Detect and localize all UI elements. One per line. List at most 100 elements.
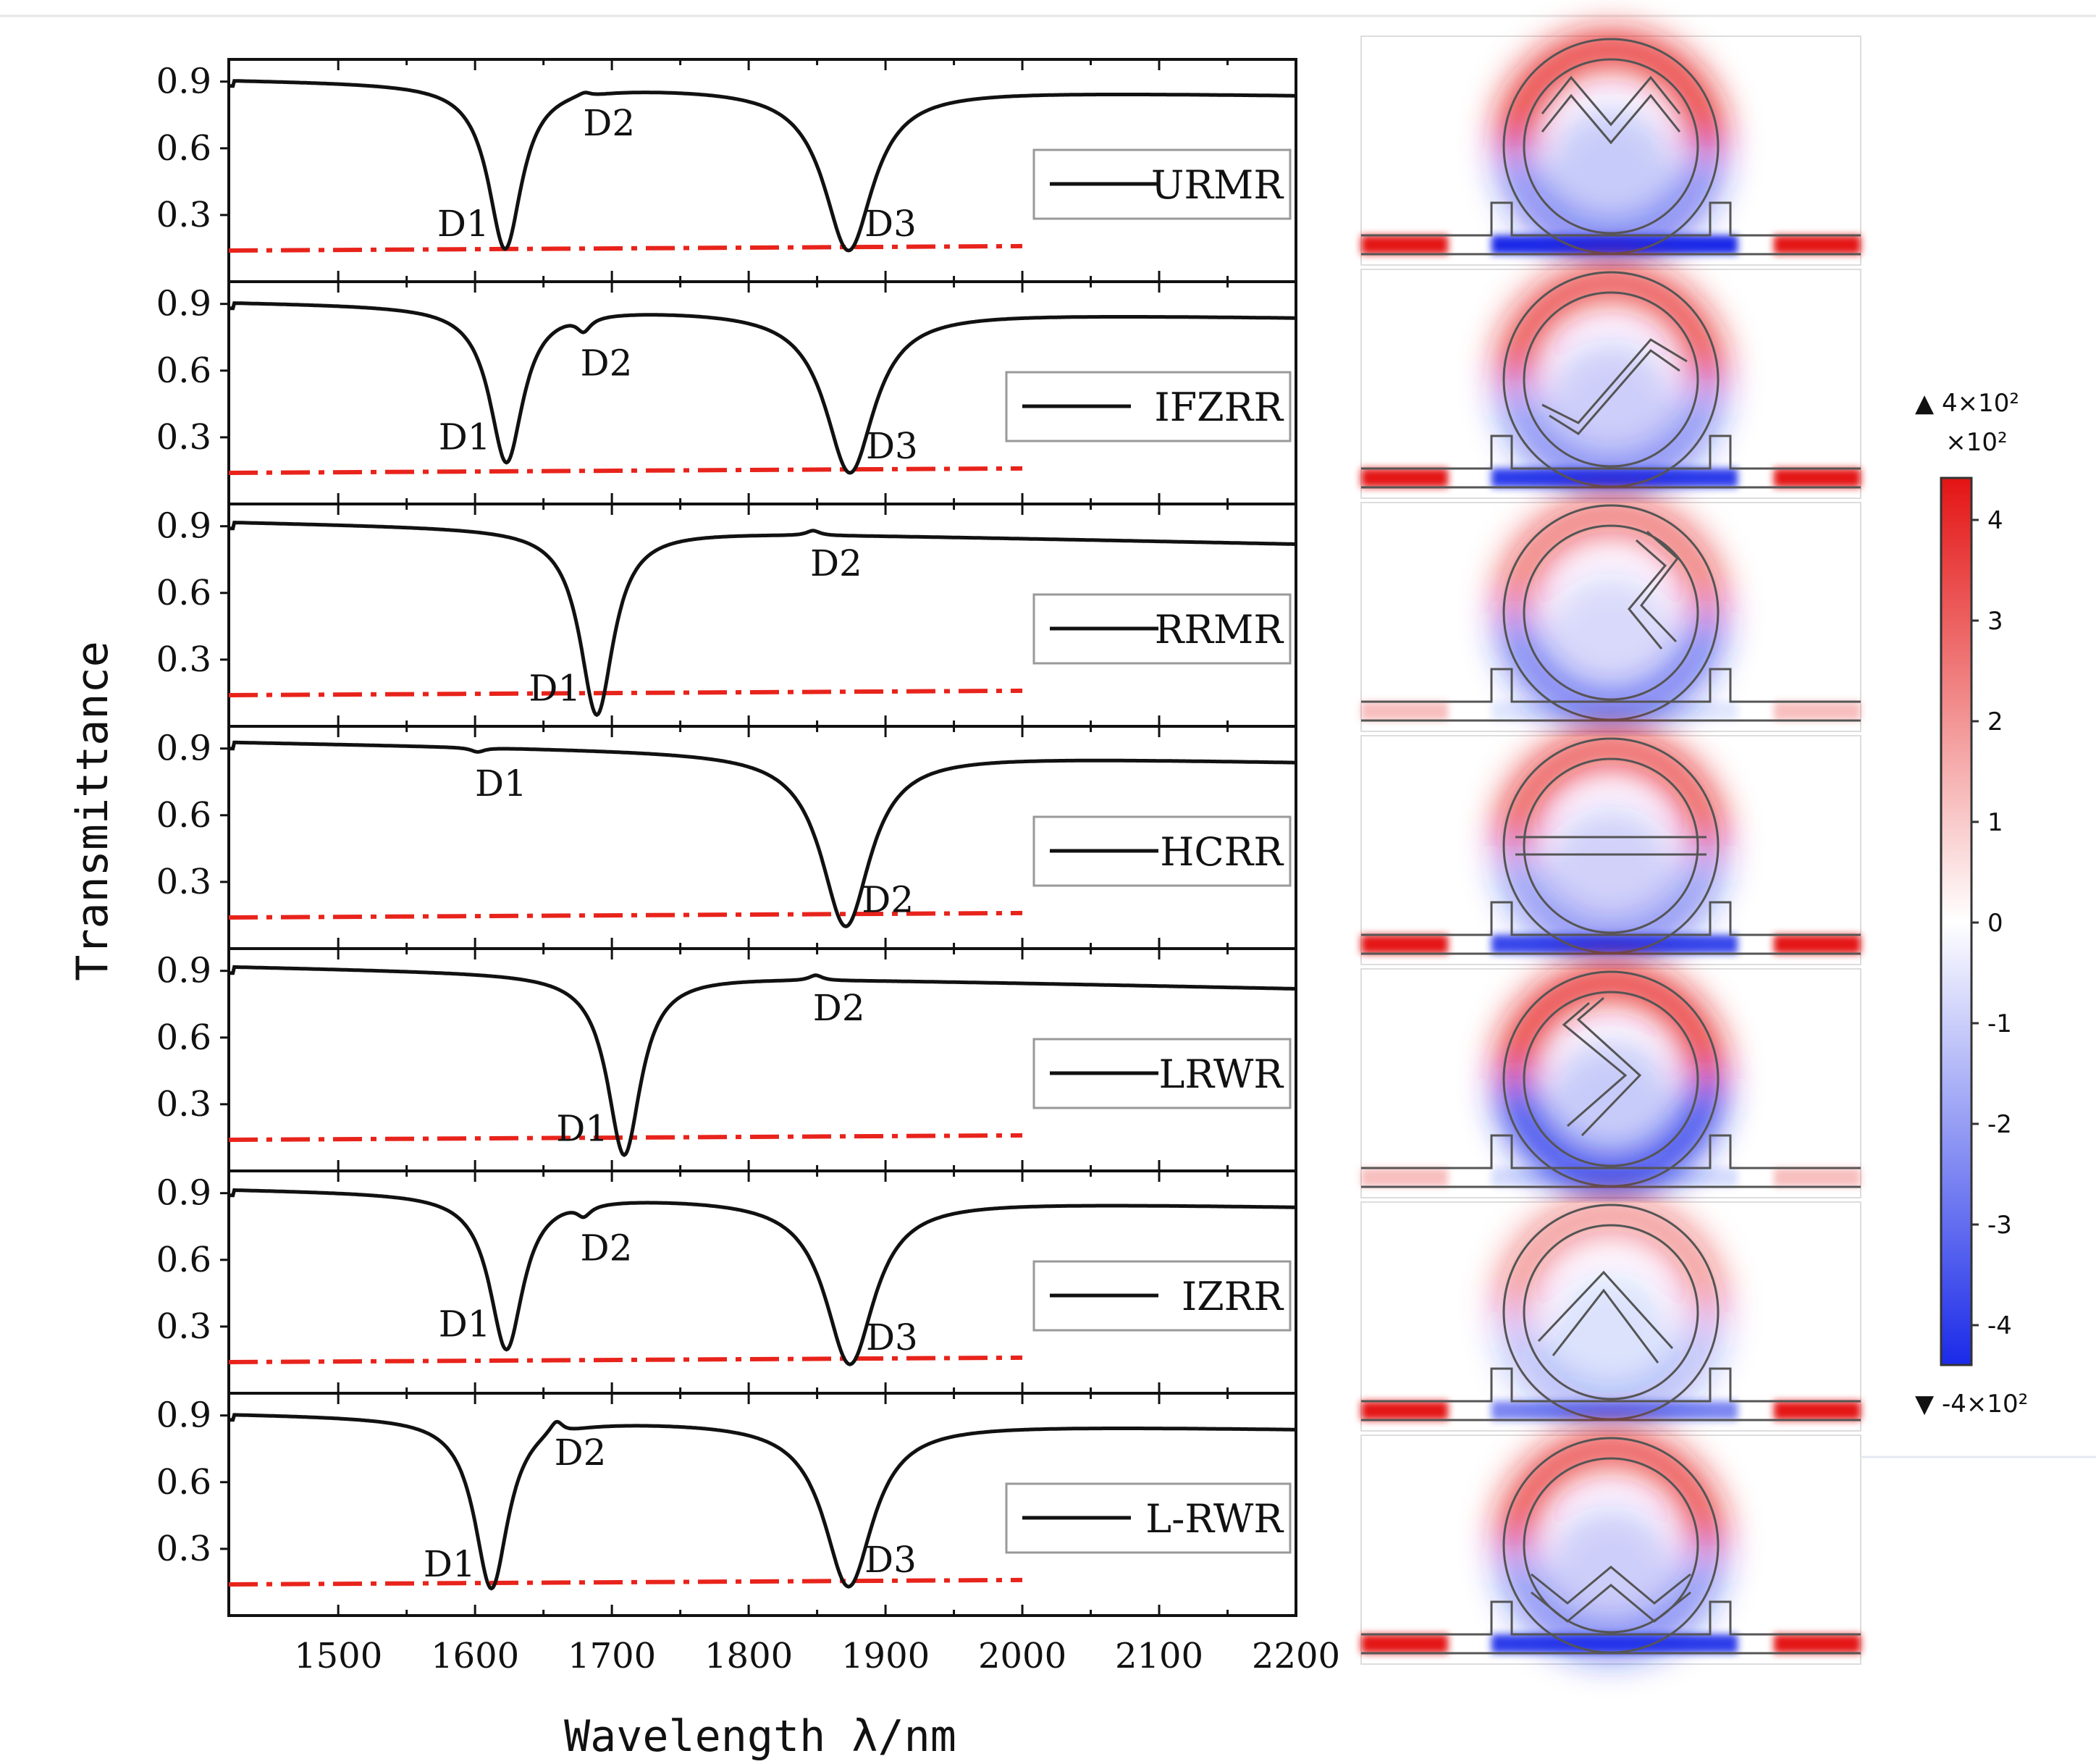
panel-ifzrr: 0.3 0.6 0.9 D1 D2 D3 IFZRR [156,280,1297,505]
panel-hcrr: 0.3 0.6 0.9 D1 D2 HCRR [156,725,1297,950]
inner-left-zigzag [1562,996,1642,1137]
waveguide-field [1361,469,1861,487]
panel-izrr: 0.3 0.6 0.9 D1 D2 D3 IZRR [156,1169,1297,1395]
colorbar-tick-label: -2 [1987,1110,2012,1139]
waveguide-outline [1361,434,1861,489]
y-tick-label: 0.6 [156,350,211,391]
reference-line [228,910,1023,920]
waveguide-field [1361,235,1861,254]
legend-label: HCRR [1160,829,1284,875]
colorbar-tick-label: -1 [1987,1009,2012,1038]
colorbar: ▲ 4×10² ×10² 4 3 2 1 0 -1 -2 -3 -4 ▼ -4×10² [1861,389,2096,1458]
field-inner-negative [1542,573,1680,710]
reference-line [228,1577,1023,1587]
panel-urmr: 0.3 0.6 0.9 D1 D2 D3 URMR [156,58,1297,283]
y-tick-label: 0.3 [156,195,211,235]
dip-label: D2 [555,1432,607,1474]
ring-inner [1523,291,1699,468]
y-tick-label: 0.3 [156,417,211,458]
inner-w-shape [1531,1566,1691,1623]
colorbar-tick-label: -3 [1987,1211,2012,1240]
x-tick-label: 1900 [841,1636,930,1676]
resonator-structure [1361,38,1861,256]
legend-label: RRMR [1155,607,1284,652]
field-inner-negative [1542,806,1680,944]
waveguide-right [1774,702,1861,721]
field-map-l-rwr [1360,1431,1861,1665]
dip-label: D1 [439,416,491,458]
waveguide-field [1361,1634,1861,1653]
waveguide-outline [1361,1367,1861,1421]
waveguide-right [1774,1634,1861,1653]
waveguide-left [1361,235,1448,254]
ring-inner [1523,1457,1699,1634]
field-inner-negative [1542,106,1680,244]
y-tick-label: 0.9 [156,506,211,547]
field-lobe-positive [1497,731,1725,846]
x-tick-label: 2000 [978,1636,1066,1676]
y-tick-label: 0.6 [156,128,211,169]
dip-label: D2 [810,542,862,584]
ring-inner [1523,757,1699,934]
field-lobe-positive [1497,265,1725,379]
y-tick-label: 0.9 [156,62,211,102]
waveguide-right [1774,235,1861,254]
legend-label: URMR [1151,162,1284,208]
x-axis-label: Wavelength λ/nm [564,1711,956,1762]
inner-inverted-v [1537,1270,1674,1364]
waveguide-left [1361,1401,1448,1420]
waveguide-left [1361,1168,1448,1187]
waveguide-field [1361,1168,1861,1187]
x-tick-label: 1800 [704,1636,793,1676]
colorbar-top-label: ▲ 4×10² [1915,389,2019,418]
y-tick-label: 0.9 [156,951,211,991]
y-tick-label: 0.3 [156,639,211,680]
panel-l-rwr: 0.3 0.6 0.9 D1 D2 D3 L-RWR [156,1392,1297,1617]
dip-label: D3 [866,425,918,467]
waveguide-center [1491,935,1738,954]
field-maps [1360,32,1861,1665]
dip-label: D3 [864,1539,917,1581]
field-map-urmr [1360,32,1861,266]
colorbar-bottom-label: ▼ -4×10² [1915,1390,2028,1419]
field-lobe-positive [1497,1198,1725,1312]
waveguide-outline [1361,201,1861,256]
field-inner-negative [1542,1039,1680,1177]
colorbar-gradient [1940,476,1973,1366]
waveguide-right [1774,1168,1861,1187]
inner-m-shape [1541,75,1681,145]
waveguide-center [1491,469,1738,487]
waveguide-outline [1361,901,1861,955]
waveguide-center [1491,1401,1738,1420]
transmittance-plots: 0.30.60.9D1D2D3URMR0.30.60.9D1D2D3IFZRR0… [156,58,1340,1676]
waveguide-right [1774,469,1861,487]
waveguide-center [1491,1168,1738,1187]
ring-inner [1523,991,1699,1167]
waveguide-left [1361,1634,1448,1653]
dip-label: D2 [580,1227,632,1269]
ring-inner [1523,58,1699,235]
y-tick-label: 0.3 [156,1529,211,1569]
colorbar-tick-label: 2 [1987,707,2003,736]
transmittance-curve [229,521,1297,718]
field-map-rrmr [1360,498,1861,732]
waveguide-outline [1361,1600,1861,1655]
y-tick-label: 0.3 [156,862,211,902]
transmittance-curve [229,740,1296,928]
dip-label: D1 [424,1543,476,1585]
x-tick-label: 2200 [1252,1636,1340,1676]
dip-label: D1 [556,1108,608,1150]
dip-label: D1 [529,668,581,710]
resonator-structure [1361,1437,1861,1655]
ring-inner [1523,1224,1699,1400]
legend-label: IZRR [1182,1274,1284,1319]
field-map-izrr [1360,1198,1861,1432]
dip-label: D2 [813,987,865,1029]
waveguide-outline [1361,1134,1861,1188]
field-inner-negative [1542,1272,1680,1410]
y-tick-label: 0.9 [156,1395,211,1436]
field-inner-negative [1542,340,1680,477]
field-lobe-positive [1497,965,1725,1079]
waveguide-left [1361,702,1448,721]
colorbar-tick-label: 0 [1987,909,2003,938]
